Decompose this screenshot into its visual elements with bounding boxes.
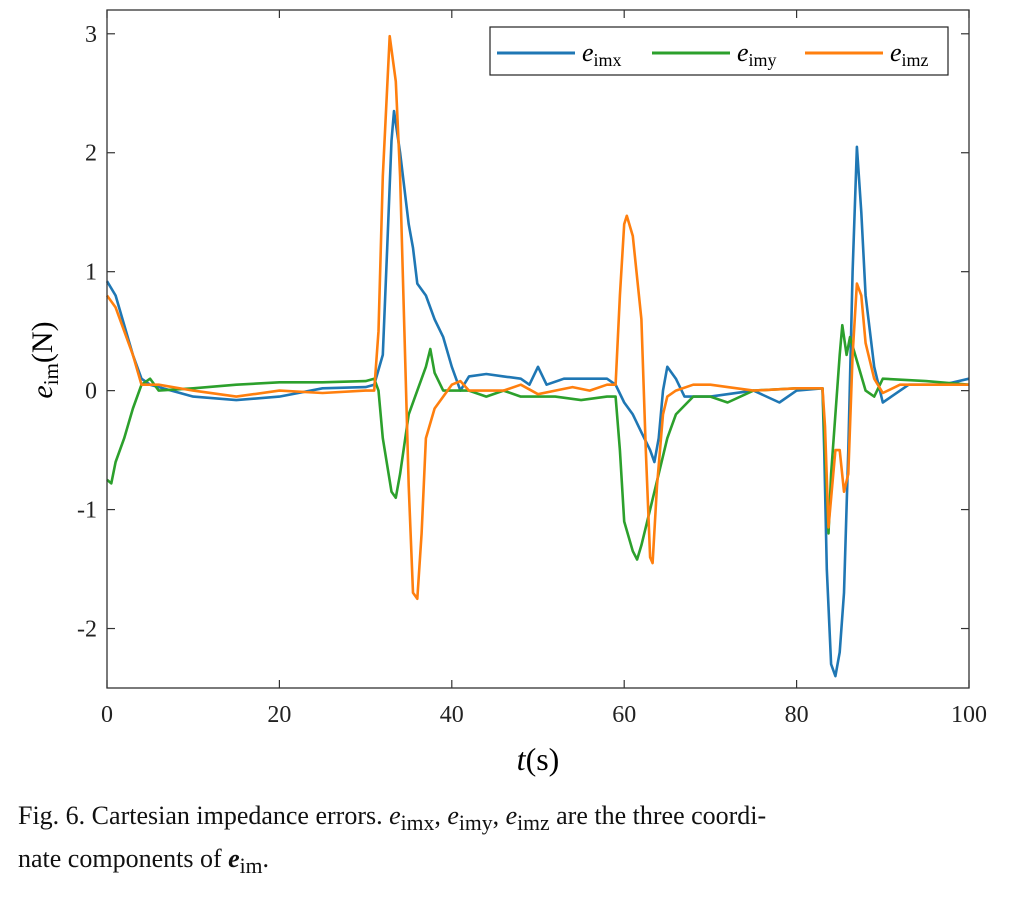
x-tick-label: 40 xyxy=(440,702,464,728)
line-chart: 0 20 40 60 80 100 -2 -1 0 1 2 3 eimx eimy eimz eim(… xyxy=(26,9,987,777)
ticks-layer: 0 20 40 60 80 100 -2 -1 0 1 2 3 xyxy=(77,10,987,728)
x-tick-label: 80 xyxy=(785,702,809,728)
x-tick-label: 20 xyxy=(267,702,291,728)
y-tick-label: 2 xyxy=(85,141,97,167)
y-tick-label: 0 xyxy=(85,379,97,405)
series-line-e_imx xyxy=(105,109,970,678)
series-line-e_imz xyxy=(105,34,969,601)
legend-label-imx: eimx xyxy=(582,38,622,70)
caption-line-2: nate components of eim. xyxy=(18,844,270,879)
legend-label-imz: eimz xyxy=(890,38,929,70)
x-axis-label: t(s) xyxy=(517,741,560,777)
figure-caption: Fig. 6. Cartesian impedance errors. eimx… xyxy=(18,798,1018,884)
y-tick-label: 3 xyxy=(85,22,97,48)
plot-frame xyxy=(106,9,970,689)
caption-line-1: Fig. 6. Cartesian impedance errors. eimx… xyxy=(18,801,767,836)
series-line-e_imy xyxy=(106,323,970,561)
y-axis-label: eim(N) xyxy=(26,321,63,398)
y-tick-label: 1 xyxy=(85,260,97,286)
legend: eimx eimy eimz xyxy=(489,26,949,76)
x-tick-label: 0 xyxy=(101,702,113,728)
legend-box xyxy=(489,26,949,76)
x-tick-label: 60 xyxy=(612,702,636,728)
y-tick-label: -1 xyxy=(77,498,97,524)
y-tick-label: -2 xyxy=(77,617,97,643)
x-tick-label: 100 xyxy=(951,702,987,728)
legend-label-imy: eimy xyxy=(737,38,777,70)
series-layer xyxy=(105,34,970,678)
